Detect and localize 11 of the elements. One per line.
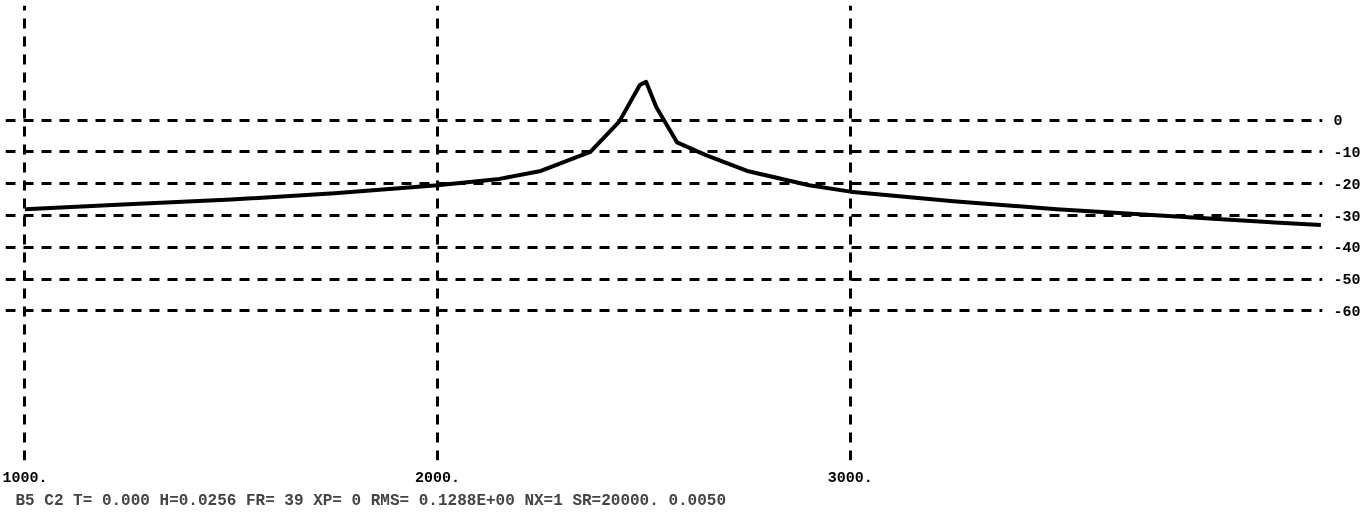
y-tick-label: -10	[1333, 144, 1361, 162]
y-tick-label: -30	[1333, 208, 1361, 226]
x-tick-label: 3000.	[827, 469, 873, 487]
y-tick-label: -50	[1333, 272, 1361, 290]
x-tick-label: 1000.	[2, 469, 48, 487]
x-tick-label: 2000.	[415, 469, 461, 487]
y-tick-label: -20	[1333, 176, 1361, 194]
text: B5 C2 T= 0.000 H=0.0256 FR= 39 XP= 0 RMS= 0.1288E+00 NX=1 SR=20000. 0.0050	[15, 491, 727, 510]
y-tick-label: -60	[1333, 303, 1361, 321]
y-tick-label: -40	[1333, 240, 1361, 258]
y-tick-label: 0	[1333, 113, 1343, 131]
